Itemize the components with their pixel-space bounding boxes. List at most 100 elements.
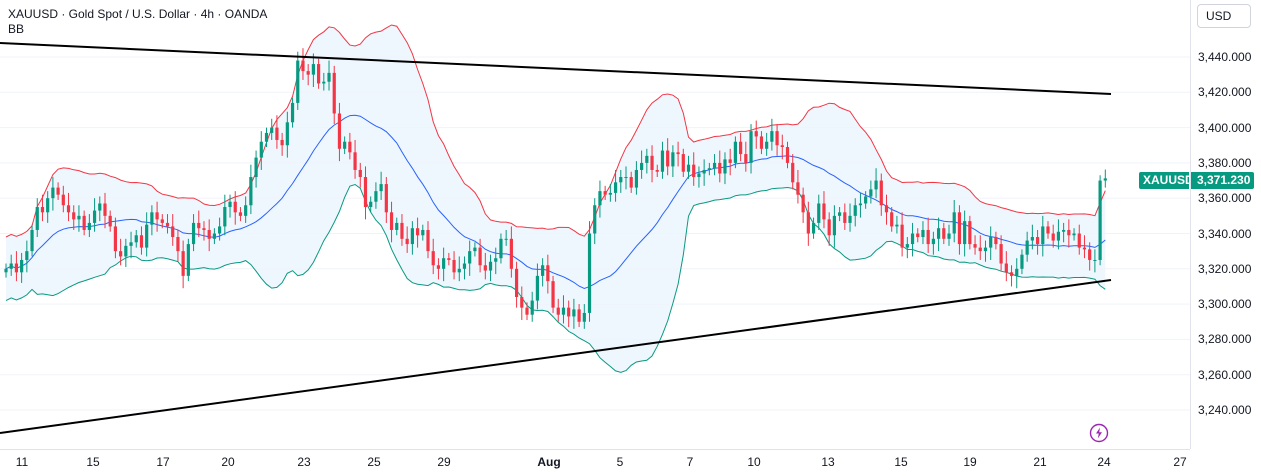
time-tick-label: 11	[15, 455, 29, 469]
candle	[322, 81, 326, 84]
time-tick-label: 29	[437, 455, 451, 469]
time-tick-label: 24	[1097, 455, 1111, 469]
candle	[765, 141, 769, 149]
candle	[155, 212, 159, 220]
symbol-title[interactable]: XAUUSD · Gold Spot / U.S. Dollar · 4h · …	[8, 7, 268, 21]
candle	[739, 141, 743, 155]
candle	[296, 60, 300, 103]
candle	[780, 145, 784, 148]
candle	[9, 263, 13, 269]
currency-button[interactable]: USD	[1197, 4, 1251, 28]
candle	[374, 191, 378, 202]
candle	[129, 242, 133, 246]
candle	[983, 247, 988, 252]
time-axis[interactable]: 11 15 17 20 23 25 29 Aug 5 7 10 13 15 19 21 24 27	[0, 449, 1190, 476]
lightning-icon[interactable]	[1089, 423, 1109, 443]
candle	[973, 244, 977, 248]
candle	[223, 207, 227, 227]
time-tick-label: 19	[963, 455, 977, 469]
candle	[426, 229, 430, 252]
candle	[20, 259, 24, 273]
candle	[884, 205, 889, 213]
candle	[1009, 272, 1014, 276]
candle	[25, 251, 29, 260]
candle	[369, 201, 373, 208]
candle	[72, 212, 76, 220]
candle	[895, 224, 899, 227]
time-tick-label: 21	[1033, 455, 1047, 469]
time-tick-label: Aug	[537, 455, 561, 469]
candle	[228, 201, 232, 208]
price-tick-label: 3,360.000	[1198, 191, 1252, 206]
candle	[249, 177, 253, 206]
candle	[395, 222, 399, 230]
candle	[499, 238, 503, 259]
candle	[238, 212, 243, 216]
chart-area[interactable]: XAUUSD · Gold Spot / U.S. Dollar · 4h · …	[0, 0, 1190, 449]
candle	[1072, 233, 1076, 236]
candle	[853, 205, 857, 216]
candle	[869, 189, 873, 197]
candle	[952, 212, 956, 234]
time-tick-label: 7	[686, 455, 694, 469]
price-axis[interactable]: USD 3,440.000 3,420.000 3,400.000 3,380.000…	[1190, 0, 1261, 449]
candle	[572, 309, 576, 317]
candle	[660, 150, 665, 172]
candle	[337, 113, 342, 149]
candle	[259, 141, 263, 158]
candle	[488, 261, 493, 271]
price-tick-label: 3,380.000	[1198, 155, 1252, 170]
candle	[676, 152, 680, 155]
bollinger-upper-line	[5, 24, 1106, 238]
candle	[994, 237, 998, 245]
candle	[728, 159, 732, 163]
candle	[483, 265, 487, 271]
candle	[957, 212, 962, 245]
candle	[1041, 226, 1045, 245]
candle	[785, 147, 790, 163]
candle	[478, 247, 482, 266]
candle	[832, 215, 836, 236]
candle	[577, 309, 581, 322]
candle	[358, 169, 362, 178]
price-tick-label: 3,400.000	[1198, 120, 1252, 135]
candle	[1004, 263, 1008, 273]
candle	[874, 180, 878, 190]
candle	[921, 229, 925, 238]
candle	[942, 228, 946, 239]
indicator-label[interactable]: BB	[8, 22, 25, 36]
candle	[634, 169, 639, 188]
candle	[879, 180, 883, 206]
candle	[822, 203, 826, 220]
price-chart[interactable]	[0, 0, 1190, 449]
price-tick-label: 3,280.000	[1198, 332, 1252, 347]
candle	[692, 164, 696, 178]
candle	[436, 265, 441, 269]
candle	[754, 131, 758, 137]
candle	[275, 127, 279, 140]
candle	[405, 238, 409, 245]
time-tick-label: 15	[86, 455, 100, 469]
time-tick-label: 13	[821, 455, 835, 469]
candle	[910, 233, 915, 245]
candle	[827, 219, 831, 236]
support-trendline[interactable]	[0, 279, 1112, 434]
last-price-symbol-badge: XAUUSD	[1139, 172, 1190, 189]
time-tick-label: 25	[367, 455, 381, 469]
candle	[1082, 247, 1087, 250]
candle	[561, 307, 566, 315]
candle	[87, 222, 91, 230]
candle	[462, 263, 467, 269]
candle	[306, 71, 310, 75]
candle	[509, 238, 513, 269]
time-tick-label: 17	[156, 455, 170, 469]
candle	[389, 212, 394, 230]
candle	[1093, 259, 1097, 261]
candle	[1051, 233, 1055, 241]
candle	[145, 224, 149, 248]
candle	[624, 177, 628, 179]
candle	[233, 201, 237, 213]
candle	[311, 64, 315, 75]
candle	[1067, 229, 1071, 236]
resistance-trendline[interactable]	[0, 42, 1112, 95]
